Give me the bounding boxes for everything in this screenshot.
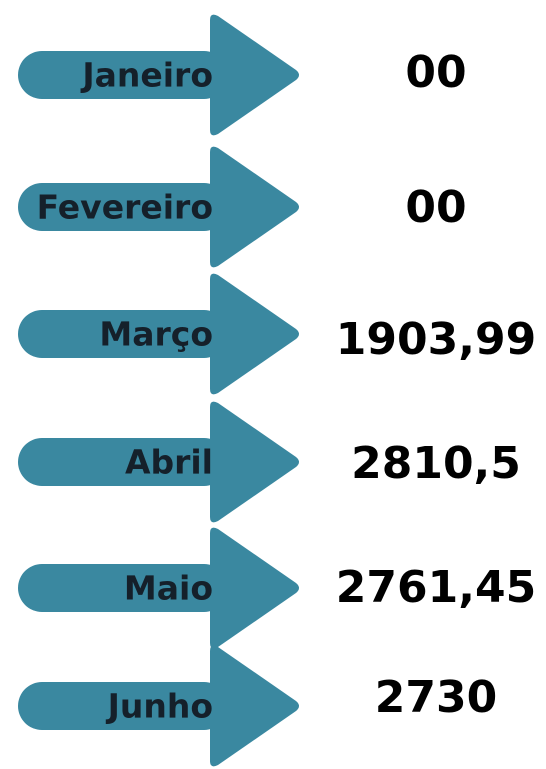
- arrow-body: [18, 183, 228, 231]
- arrow-head: [210, 273, 299, 395]
- month-value: 00: [405, 182, 466, 233]
- arrow-head: [210, 14, 299, 136]
- month-label: Janeiro: [80, 56, 213, 95]
- arrow-head: [210, 146, 299, 268]
- month-label: Fevereiro: [37, 188, 213, 227]
- arrow-head: [210, 401, 299, 523]
- arrow-body: [18, 682, 228, 730]
- arrow-body: [18, 564, 228, 612]
- month-value: 1903,99: [336, 314, 536, 365]
- arrow-head: [210, 645, 299, 767]
- month-label: Maio: [124, 569, 213, 608]
- month-value: 00: [405, 47, 466, 98]
- month-value: 2810,5: [351, 438, 521, 489]
- month-value: 2730: [375, 672, 497, 723]
- arrow-body: [18, 51, 228, 99]
- month-label: Junho: [106, 687, 213, 726]
- arrow-head: [210, 527, 299, 649]
- arrow-body: [18, 438, 228, 486]
- arrow-body: [18, 310, 228, 358]
- month-value: 2761,45: [336, 562, 536, 613]
- month-label: Abril: [125, 443, 213, 482]
- month-label: Março: [99, 315, 213, 354]
